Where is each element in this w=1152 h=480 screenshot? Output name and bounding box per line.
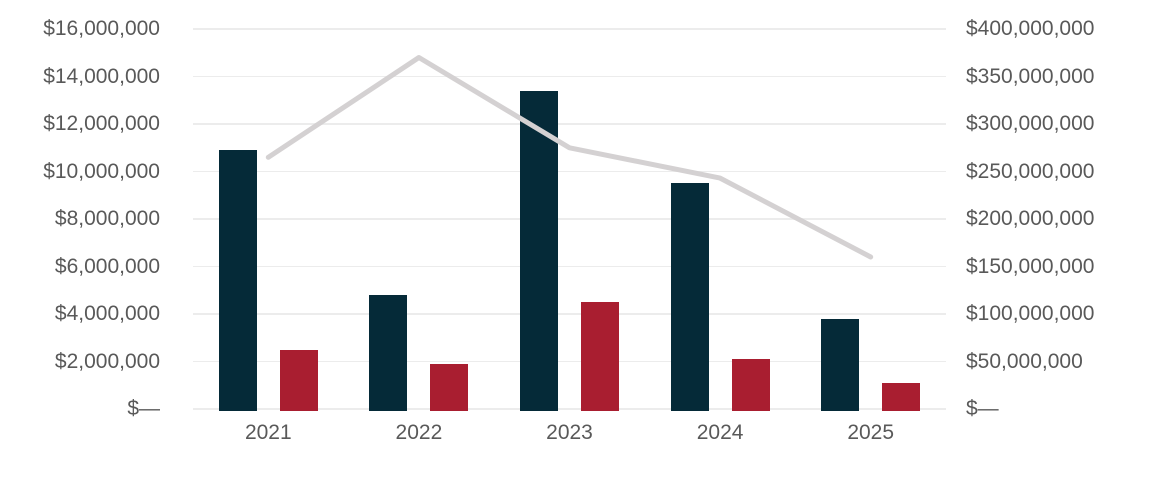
x-axis-label: 2021 (244, 421, 292, 444)
right-axis-tick: $300,000,000 (966, 112, 1095, 135)
gridline (193, 75, 946, 78)
left-axis-tick: $4,000,000 (54, 302, 160, 325)
primary-bar (670, 183, 709, 411)
gridline (193, 360, 946, 363)
right-axis-tick: $— (966, 397, 999, 420)
gridline (193, 123, 946, 125)
primary-bar (369, 295, 408, 411)
right-axis-tick: $250,000,000 (966, 159, 1095, 183)
gridline (193, 218, 946, 220)
secondary-bar (731, 359, 770, 411)
primary-bar (520, 90, 558, 411)
x-axis-label: 2023 (546, 421, 593, 444)
x-axis-label: 2022 (395, 421, 443, 444)
left-axis-tick: $14,000,000 (43, 64, 160, 88)
secondary-bar (882, 382, 921, 411)
gridline (193, 28, 946, 30)
trend-line (265, 55, 874, 260)
x-axis-label: 2025 (847, 421, 895, 444)
gridline (193, 265, 946, 268)
primary-bar (218, 150, 257, 411)
right-axis-tick: $400,000,000 (966, 17, 1095, 40)
right-axis-tick: $100,000,000 (966, 302, 1095, 325)
gridline (193, 408, 946, 410)
secondary-bar (430, 363, 469, 411)
gridline (193, 170, 946, 173)
left-axis-tick: $16,000,000 (43, 17, 160, 40)
left-axis-tick: $— (127, 397, 160, 420)
primary-bar (821, 318, 860, 411)
secondary-bar (279, 349, 318, 411)
x-axis-label: 2024 (696, 421, 744, 444)
right-axis-tick: $150,000,000 (966, 254, 1095, 278)
left-axis-tick: $2,000,000 (54, 349, 160, 373)
right-axis-tick: $50,000,000 (966, 349, 1083, 373)
left-axis-tick: $12,000,000 (43, 112, 160, 135)
right-axis-tick: $350,000,000 (966, 64, 1095, 88)
gridline (193, 313, 946, 315)
left-axis-tick: $10,000,000 (43, 159, 160, 183)
left-axis-tick: $6,000,000 (54, 254, 160, 278)
secondary-bar (581, 302, 619, 411)
left-axis-tick: $8,000,000 (54, 207, 160, 230)
right-axis-tick: $200,000,000 (966, 207, 1095, 230)
